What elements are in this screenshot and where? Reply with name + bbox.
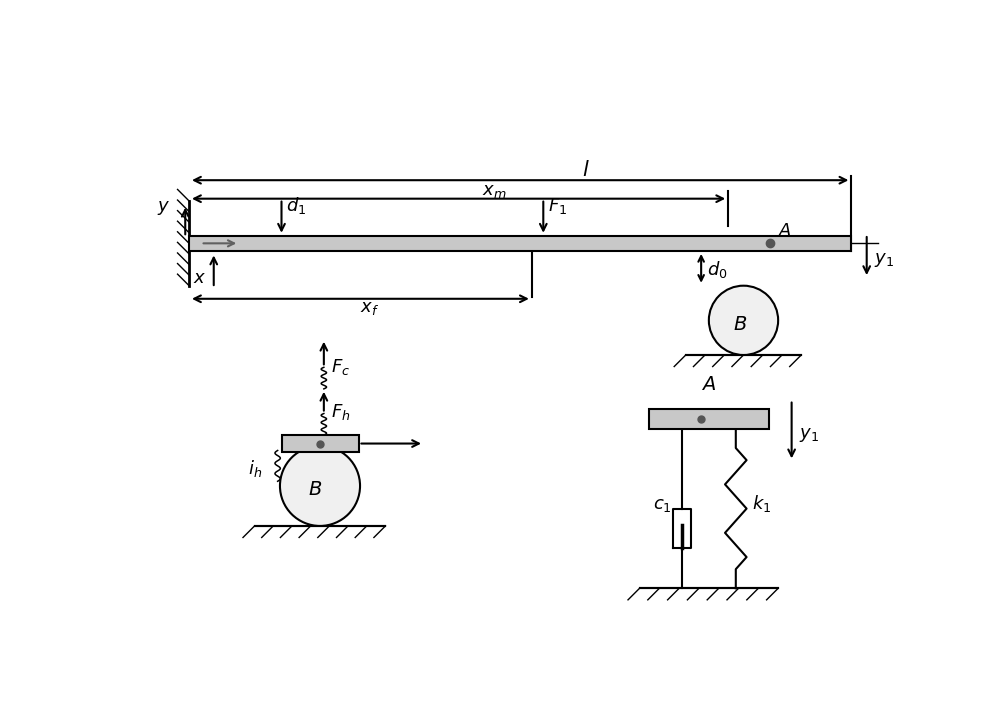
Circle shape <box>280 446 360 526</box>
Text: $x_m$: $x_m$ <box>482 182 506 200</box>
Text: $y$: $y$ <box>157 199 170 217</box>
Text: $F_h$: $F_h$ <box>331 402 350 421</box>
Text: $F_c$: $F_c$ <box>331 357 350 377</box>
Text: $A$: $A$ <box>701 375 716 394</box>
Text: $i_h$: $i_h$ <box>248 457 263 479</box>
Text: $x_f$: $x_f$ <box>360 299 380 317</box>
Bar <box>189 236 851 251</box>
Bar <box>282 435 358 452</box>
Text: $y_1$: $y_1$ <box>799 426 819 444</box>
Text: $l$: $l$ <box>582 160 590 180</box>
Text: $A$: $A$ <box>778 222 792 239</box>
Text: $c_1$: $c_1$ <box>653 496 671 513</box>
Bar <box>649 409 769 429</box>
Text: $x$: $x$ <box>193 270 206 287</box>
Text: $k_1$: $k_1$ <box>752 493 771 513</box>
Text: $B$: $B$ <box>733 315 748 333</box>
Text: $y_1$: $y_1$ <box>874 251 894 268</box>
Circle shape <box>709 286 778 355</box>
Text: $d_0$: $d_0$ <box>707 258 727 280</box>
Text: $F_1$: $F_1$ <box>548 196 567 216</box>
Text: $d_1$: $d_1$ <box>286 195 306 216</box>
Text: $B$: $B$ <box>308 480 322 499</box>
